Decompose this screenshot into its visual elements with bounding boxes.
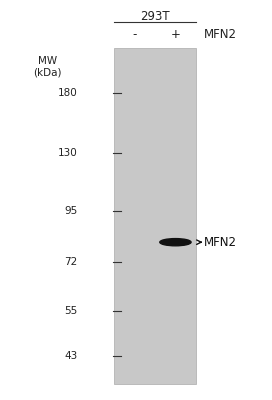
Text: MFN2: MFN2 (204, 28, 237, 41)
Text: 43: 43 (64, 351, 78, 361)
Text: 293T: 293T (140, 10, 170, 23)
Text: MFN2: MFN2 (204, 236, 237, 249)
Text: MW
(kDa): MW (kDa) (33, 56, 62, 78)
Text: 55: 55 (64, 306, 78, 316)
Text: 72: 72 (64, 256, 78, 266)
Text: 130: 130 (58, 148, 78, 158)
Text: 95: 95 (64, 206, 78, 216)
Text: +: + (171, 28, 180, 41)
Ellipse shape (160, 238, 191, 246)
Bar (114, 48, 196, 384)
Text: 180: 180 (58, 88, 78, 98)
Text: -: - (132, 28, 137, 41)
